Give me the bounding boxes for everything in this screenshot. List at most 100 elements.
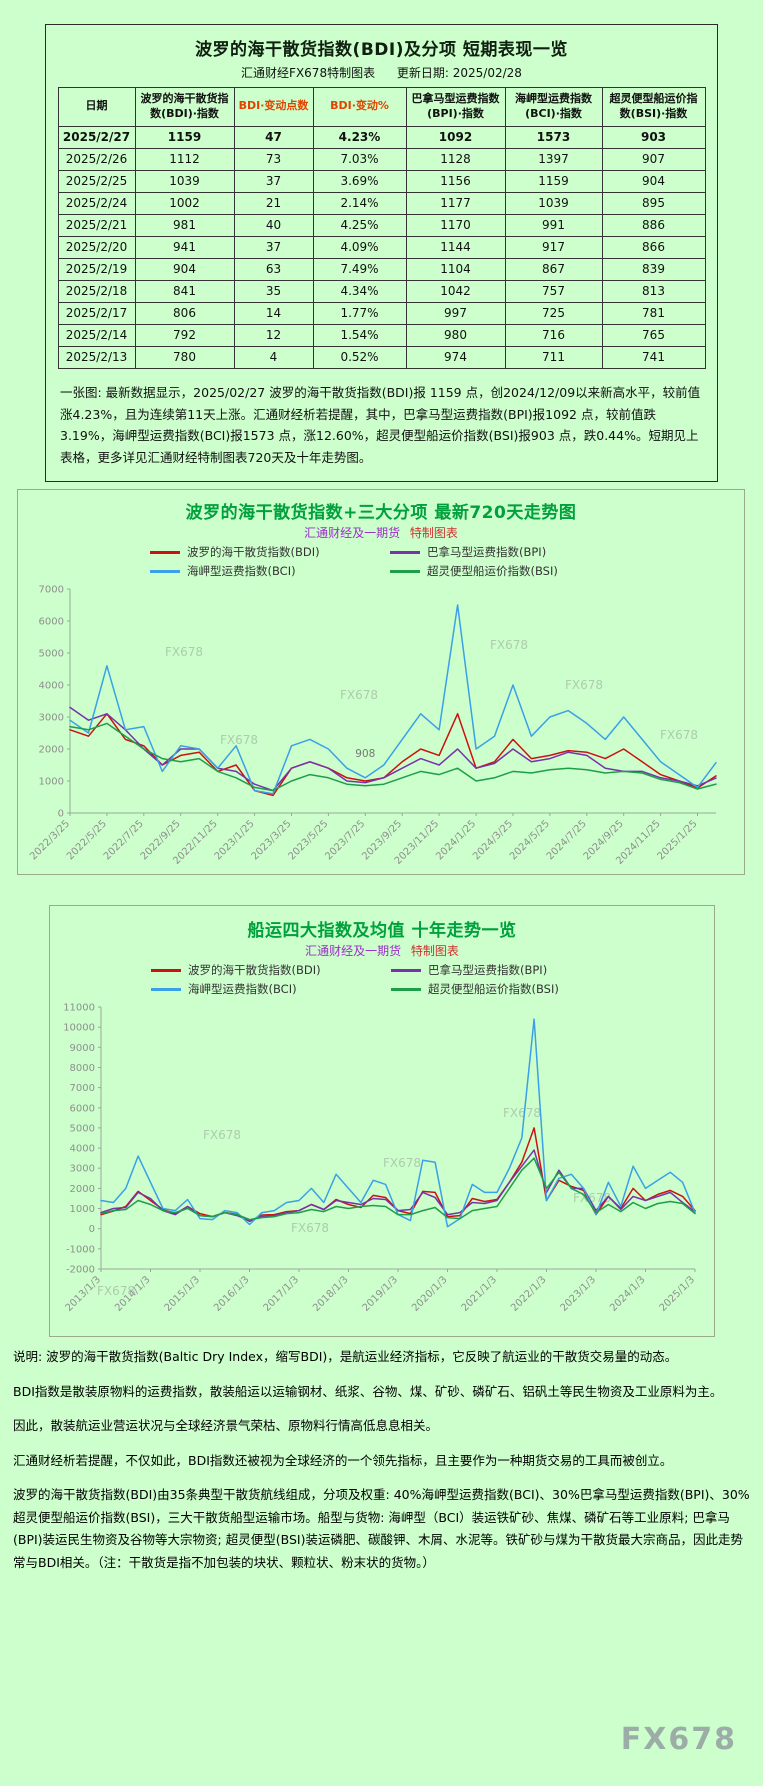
- chart-10year-title: 船运四大指数及均值 十年走势一览: [247, 921, 517, 941]
- table-subtitle: 汇通财经FX678特制图表 更新日期: 2025/02/28: [56, 64, 707, 81]
- table-cell: 2025/2/14: [57, 323, 136, 347]
- table-cell: 866: [601, 235, 706, 259]
- table-cell: 1573: [504, 125, 603, 149]
- table-cell: 725: [504, 301, 603, 325]
- table-cell: 904: [134, 257, 235, 281]
- svg-text:FX678: FX678: [97, 1284, 135, 1298]
- legend-item: 巴拿马型运费指数(BPI): [390, 544, 612, 560]
- table-row: 2025/2/21 981 40 4.25% 1170 991 886: [57, 213, 706, 237]
- legend-item: 波罗的海干散货指数(BDI): [151, 962, 391, 978]
- table-cell: 941: [134, 235, 235, 259]
- table-cell: 14: [233, 301, 314, 325]
- legend-line-swatch: [150, 550, 180, 554]
- column-header: 日期: [57, 87, 136, 127]
- table-cell: 1.77%: [312, 301, 407, 325]
- svg-text:2022/1/3: 2022/1/3: [509, 1274, 549, 1314]
- svg-text:5000: 5000: [70, 1123, 95, 1134]
- table-cell: 716: [504, 323, 603, 347]
- chart-subtitle-tag: 特制图表: [410, 944, 459, 958]
- table-cell: 7.49%: [312, 257, 407, 281]
- table-cell: 792: [134, 323, 235, 347]
- table-cell: 2025/2/26: [57, 147, 136, 171]
- svg-text:1000: 1000: [70, 1204, 95, 1215]
- table-cell: 2025/2/13: [57, 345, 136, 369]
- table-cell: 1156: [405, 169, 506, 193]
- table-row: 2025/2/14 792 12 1.54% 980 716 765: [57, 323, 706, 347]
- table-cell: 2025/2/19: [57, 257, 136, 281]
- legend-label: 超灵便型船运价指数(BSI): [427, 564, 558, 578]
- short-term-table-card: 波罗的海干散货指数(BDI)及分项 短期表现一览 汇通财经FX678特制图表 更…: [45, 24, 718, 483]
- svg-text:FX678: FX678: [340, 688, 378, 702]
- fx678-watermark: FX678: [620, 1722, 737, 1757]
- table-cell: 2025/2/21: [57, 213, 136, 237]
- legend-line-swatch: [390, 569, 420, 573]
- svg-text:8000: 8000: [70, 1063, 95, 1074]
- table-cell: 841: [134, 279, 235, 303]
- table-row: 2025/2/27 1159 47 4.23% 1092 1573 903: [57, 125, 706, 149]
- table-cell: 903: [601, 125, 706, 149]
- table-cell: 895: [601, 191, 706, 215]
- table-cell: 2025/2/27: [57, 125, 136, 149]
- table-cell: 806: [134, 301, 235, 325]
- column-header: 海岬型运费指数(BCI)·指数: [504, 87, 603, 127]
- table-cell: 1177: [405, 191, 506, 215]
- table-row: 2025/2/25 1039 37 3.69% 1156 1159 904: [57, 169, 706, 193]
- svg-text:2015/1/3: 2015/1/3: [163, 1274, 203, 1314]
- svg-text:908: 908: [355, 748, 375, 760]
- table-cell: 0.52%: [312, 345, 407, 369]
- table-cell: 886: [601, 213, 706, 237]
- table-cell: 1002: [134, 191, 235, 215]
- svg-text:FX678: FX678: [660, 728, 698, 742]
- svg-text:2016/1/3: 2016/1/3: [212, 1274, 252, 1314]
- table-cell: 12: [233, 323, 314, 347]
- table-cell: 980: [405, 323, 506, 347]
- table-cell: 904: [601, 169, 706, 193]
- table-cell: 1144: [405, 235, 506, 259]
- svg-text:FX678: FX678: [203, 1128, 241, 1142]
- svg-text:-2000: -2000: [66, 1265, 95, 1276]
- legend-item: 海岬型运费指数(BCI): [150, 563, 390, 579]
- svg-text:4000: 4000: [70, 1144, 95, 1155]
- svg-text:2023/1/3: 2023/1/3: [559, 1274, 599, 1314]
- table-cell: 917: [504, 235, 603, 259]
- bdi-data-table: 日期 波罗的海干散货指数(BDI)·指数 BDI·变动点数 BDI·变动% 巴拿马型运费…: [57, 87, 706, 369]
- column-header: 巴拿马型运费指数(BPI)·指数: [405, 87, 506, 127]
- table-cell: 981: [134, 213, 235, 237]
- svg-text:FX678: FX678: [220, 733, 258, 747]
- svg-text:11000: 11000: [63, 1003, 95, 1014]
- svg-text:6000: 6000: [70, 1103, 95, 1114]
- table-cell: 765: [601, 323, 706, 347]
- svg-text:FX678: FX678: [565, 678, 603, 692]
- svg-text:3000: 3000: [39, 713, 64, 724]
- table-cell: 4.09%: [312, 235, 407, 259]
- svg-text:FX678: FX678: [291, 1221, 329, 1235]
- svg-text:10000: 10000: [63, 1023, 95, 1034]
- legend-line-swatch: [150, 569, 180, 573]
- table-cell: 2025/2/20: [57, 235, 136, 259]
- svg-text:1000: 1000: [39, 777, 64, 788]
- chart-720day-legend: 波罗的海干散货指数(BDI) 巴拿马型运费指数(BPI) 海岬型运费指数(BCI) 超…: [150, 544, 612, 579]
- table-cell: 741: [601, 345, 706, 369]
- svg-text:FX678: FX678: [383, 1156, 421, 1170]
- svg-text:-1000: -1000: [66, 1244, 95, 1255]
- table-cell: 907: [601, 147, 706, 171]
- svg-text:0: 0: [58, 809, 64, 820]
- svg-text:4000: 4000: [39, 681, 64, 692]
- table-cell: 711: [504, 345, 603, 369]
- table-cell: 4.23%: [312, 125, 407, 149]
- table-cell: 73: [233, 147, 314, 171]
- legend-line-swatch: [151, 987, 181, 991]
- table-body: 2025/2/27 1159 47 4.23% 1092 1573 903 2025/2/26…: [57, 125, 706, 369]
- table-cell: 2025/2/17: [57, 301, 136, 325]
- legend-label: 巴拿马型运费指数(BPI): [428, 963, 548, 977]
- table-cell: 2025/2/24: [57, 191, 136, 215]
- table-row: 2025/2/17 806 14 1.77% 997 725 781: [57, 301, 706, 325]
- table-cell: 781: [601, 301, 706, 325]
- chart-720day-title: 波罗的海干散货指数+三大分项 最新720天走势图: [185, 503, 577, 523]
- table-cell: 63: [233, 257, 314, 281]
- table-title: 波罗的海干散货指数(BDI)及分项 短期表现一览: [195, 40, 568, 60]
- chart-10year-subtitle: 汇通财经及一期货 特制图表: [50, 942, 714, 959]
- chart-10year-legend: 波罗的海干散货指数(BDI) 巴拿马型运费指数(BPI) 海岬型运费指数(BCI) 超…: [151, 962, 613, 997]
- table-cell: 1159: [134, 125, 235, 149]
